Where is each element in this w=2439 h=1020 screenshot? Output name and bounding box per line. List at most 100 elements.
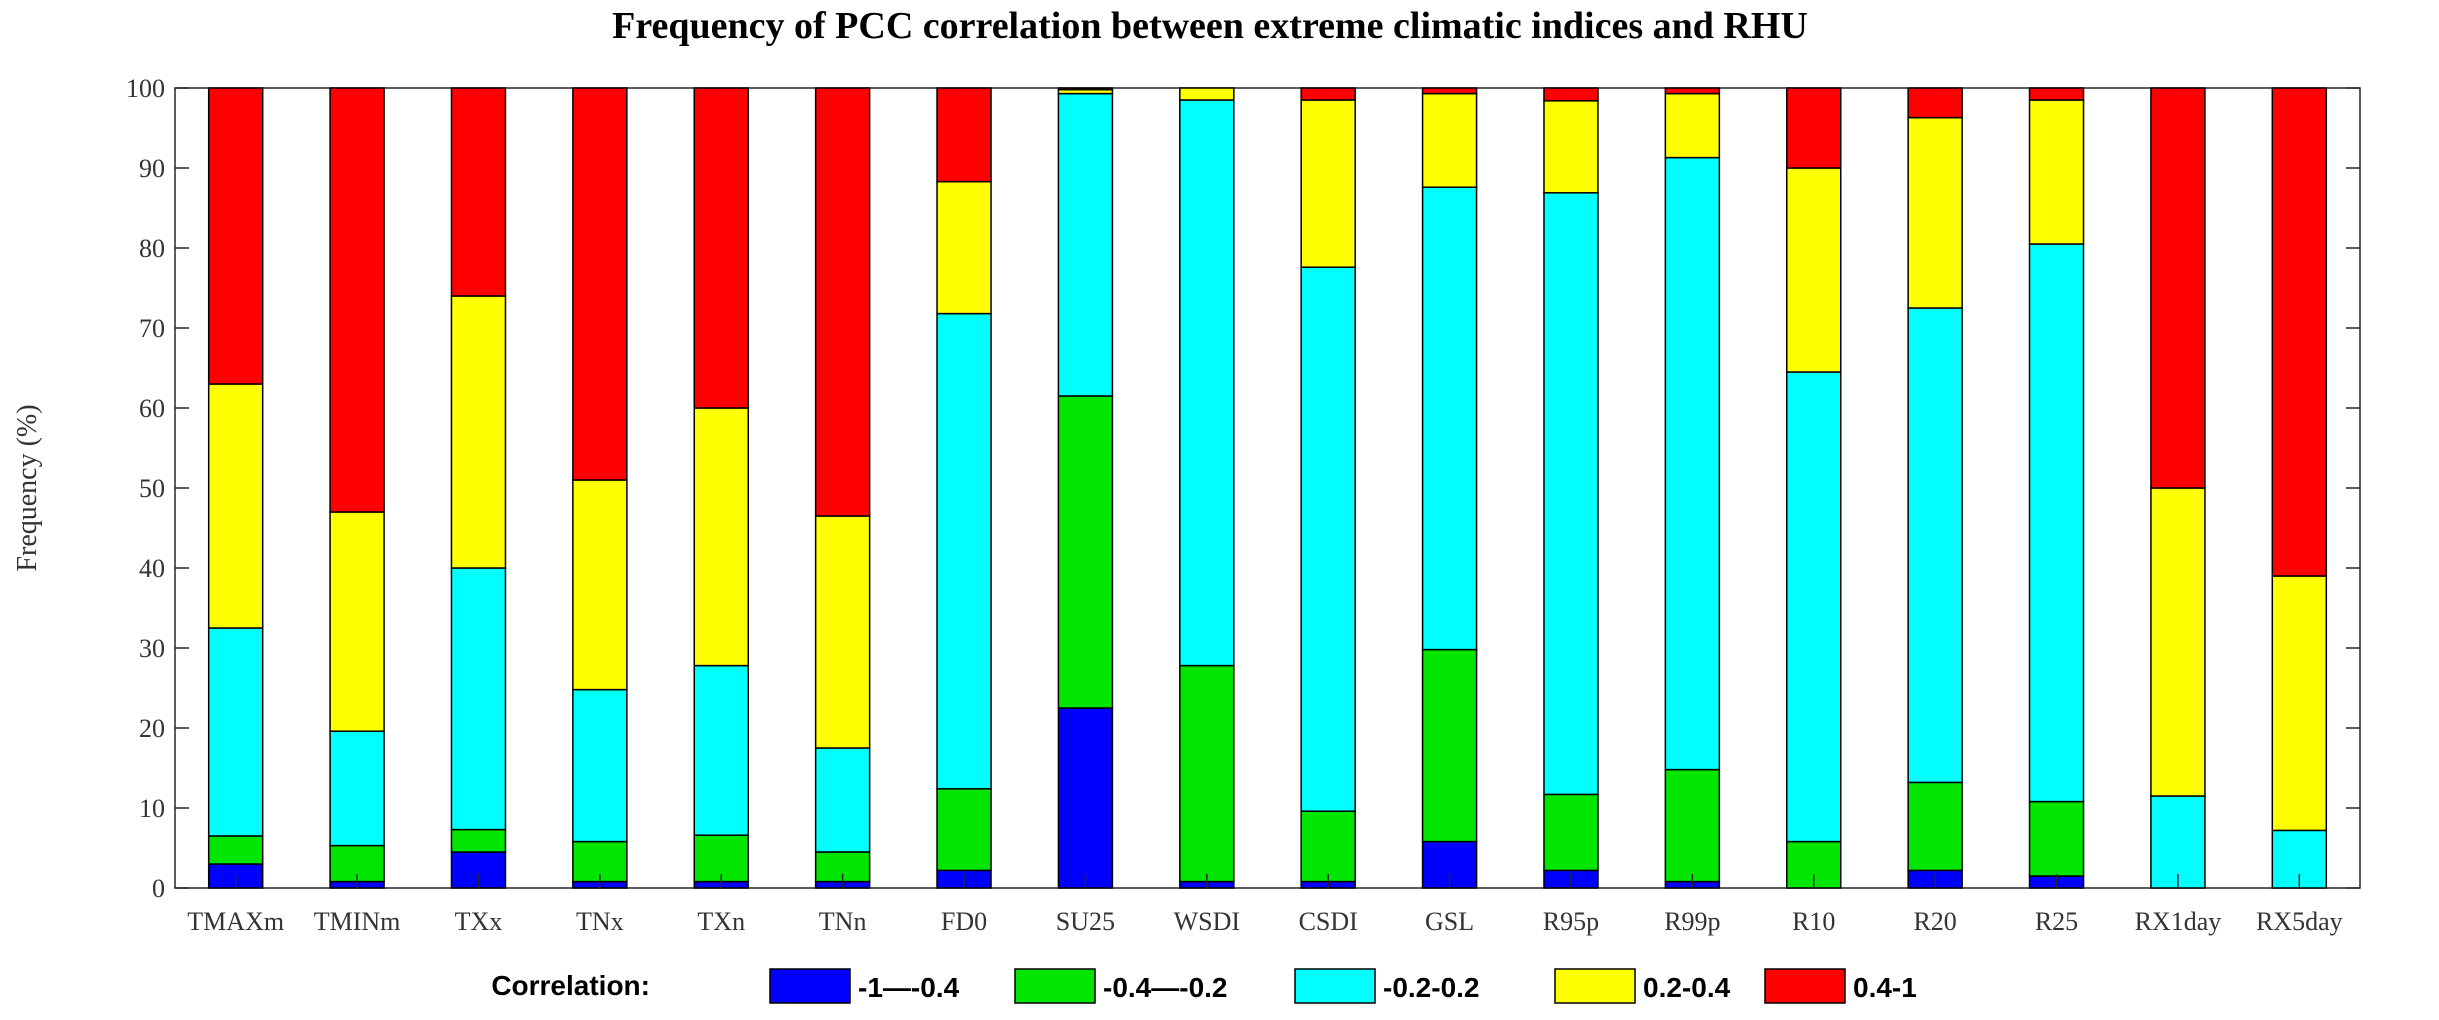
x-tick-label-TNn: TNn <box>819 907 867 936</box>
legend-swatch-1 <box>769 968 851 1004</box>
bar-segment-TMINm-3 <box>329 730 385 847</box>
x-tick-label-R99p: R99p <box>1664 907 1720 936</box>
bar-segment-CSDI-4 <box>1300 99 1356 268</box>
bar-segment-R20-5 <box>1907 87 1963 119</box>
bar-segment-R99p-4 <box>1664 92 1721 159</box>
bar-segment-TXx-2 <box>450 828 507 853</box>
bar-segment-R25-5 <box>2028 87 2085 101</box>
x-tick-label-R20: R20 <box>1913 907 1956 936</box>
bar-segment-R20-4 <box>1907 116 1963 309</box>
x-tick-label-R25: R25 <box>2035 907 2078 936</box>
bar-segment-R25-2 <box>2028 800 2085 877</box>
x-tick-label-RX5day: RX5day <box>2256 907 2343 936</box>
bars-group <box>207 87 2328 889</box>
bar-segment-R10-5 <box>1786 87 1842 169</box>
x-tick-label-TXx: TXx <box>455 907 503 936</box>
x-tick-label-R95p: R95p <box>1543 907 1599 936</box>
bar-segment-CSDI-2 <box>1300 810 1356 883</box>
bar-segment-TNx-3 <box>572 688 628 843</box>
x-tick-label-SU25: SU25 <box>1056 907 1115 936</box>
legend-swatch-5 <box>1764 968 1846 1004</box>
bar-segment-GSL-2 <box>1421 648 1478 843</box>
bar-segment-R99p-2 <box>1664 768 1721 883</box>
y-tick-label: 30 <box>139 634 165 663</box>
bar-segment-FD0-5 <box>936 87 992 183</box>
bar-segment-WSDI-2 <box>1179 664 1235 883</box>
x-tick-label-RX1day: RX1day <box>2135 907 2222 936</box>
bar-segment-R20-2 <box>1907 781 1963 872</box>
bar-segment-CSDI-5 <box>1300 87 1356 101</box>
y-tick-label: 20 <box>139 714 165 743</box>
legend-label-2: -0.4—-0.2 <box>1103 972 1228 1003</box>
bar-segment-TXn-4 <box>693 407 749 667</box>
legend-label-1: -1—-0.4 <box>858 972 960 1003</box>
bar-segment-RX1day-5 <box>2150 87 2206 489</box>
y-axis-ticks: 0 10 20 30 40 50 60 70 80 90 100 <box>126 74 2360 903</box>
legend-label-3: -0.2-0.2 <box>1383 972 1480 1003</box>
y-tick-label: 70 <box>139 314 165 343</box>
bar-segment-R99p-5 <box>1664 87 1721 95</box>
x-tick-label-TMAXm: TMAXm <box>187 907 284 936</box>
legend-swatch-2 <box>1014 968 1096 1004</box>
legend-label-5: 0.4-1 <box>1853 972 1917 1003</box>
bar-segment-R95p-3 <box>1543 192 1599 796</box>
bar-segment-R25-4 <box>2028 99 2085 245</box>
bar-segment-R10-3 <box>1786 371 1842 843</box>
y-tick-label: 50 <box>139 474 165 503</box>
x-tick-label-WSDI: WSDI <box>1174 907 1240 936</box>
x-axis-ticks: TMAXm TMINm TXx TNx TXn TNn FD0 SU25 WSDI CSDI GSL… <box>187 874 2343 936</box>
y-tick-label: 60 <box>139 394 165 423</box>
legend-items: -1—-0.4 -0.4—-0.2 -0.2-0.2 0.2-0.4 0.4-1 <box>769 968 1917 1004</box>
x-tick-label-CSDI: CSDI <box>1299 907 1358 936</box>
bar-segment-CSDI-3 <box>1300 266 1356 812</box>
bar-segment-GSL-3 <box>1421 186 1478 651</box>
bar-segment-SU25-3 <box>1057 92 1114 397</box>
bar-segment-GSL-4 <box>1421 92 1478 188</box>
x-tick-label-R10: R10 <box>1792 907 1835 936</box>
x-tick-label-TMINm: TMINm <box>314 907 401 936</box>
x-tick-label-TXn: TXn <box>697 907 745 936</box>
bar-segment-R95p-2 <box>1543 793 1599 872</box>
bar-segment-R99p-3 <box>1664 156 1721 771</box>
y-tick-label: 40 <box>139 554 165 583</box>
bar-segment-TXn-3 <box>693 664 749 836</box>
bar-segment-SU25-2 <box>1057 395 1114 709</box>
bar-segment-WSDI-4 <box>1179 87 1235 101</box>
bar-segment-FD0-4 <box>936 180 992 315</box>
legend-swatch-4 <box>1554 968 1636 1004</box>
legend-label-4: 0.2-0.4 <box>1643 972 1731 1003</box>
x-tick-label-TNx: TNx <box>576 907 624 936</box>
bar-segment-R95p-5 <box>1543 87 1599 102</box>
bar-segment-TXn-2 <box>693 834 749 883</box>
y-tick-label: 100 <box>126 74 165 103</box>
bar-segment-RX5day-4 <box>2271 575 2328 832</box>
bar-segment-GSL-5 <box>1421 87 1478 95</box>
bar-segment-WSDI-3 <box>1179 99 1235 667</box>
bar-segment-RX1day-4 <box>2150 487 2206 797</box>
bar-segment-TMAXm-4 <box>207 383 264 629</box>
x-tick-label-FD0: FD0 <box>941 907 987 936</box>
bar-segment-TNn-5 <box>814 87 871 517</box>
y-tick-label: 10 <box>139 794 165 823</box>
chart-title: Frequency of PCC correlation between ext… <box>612 5 1808 47</box>
y-tick-label: 80 <box>139 234 165 263</box>
legend: Correlation: -1—-0.4 -0.4—-0.2 -0.2-0.2 0.2… <box>491 968 1917 1004</box>
bar-segment-R25-3 <box>2028 243 2085 803</box>
y-tick-label: 90 <box>139 154 165 183</box>
bar-segment-TXx-4 <box>450 295 507 569</box>
bar-segment-TMAXm-3 <box>207 627 264 837</box>
bar-segment-FD0-2 <box>936 788 992 872</box>
bar-segment-TXx-3 <box>450 567 507 831</box>
bar-segment-TMAXm-5 <box>207 87 264 385</box>
bar-segment-TNn-4 <box>814 515 871 749</box>
bar-segment-TNx-5 <box>572 87 628 481</box>
legend-swatch-3 <box>1294 968 1376 1004</box>
bar-segment-TNx-4 <box>572 479 628 691</box>
bar-segment-SU25-1 <box>1057 707 1114 889</box>
bar-segment-R10-4 <box>1786 167 1842 373</box>
bar-segment-R95p-4 <box>1543 100 1599 194</box>
bar-segment-RX1day-3 <box>2150 795 2206 889</box>
bar-segment-R20-3 <box>1907 307 1963 784</box>
y-tick-label: 0 <box>152 874 165 903</box>
